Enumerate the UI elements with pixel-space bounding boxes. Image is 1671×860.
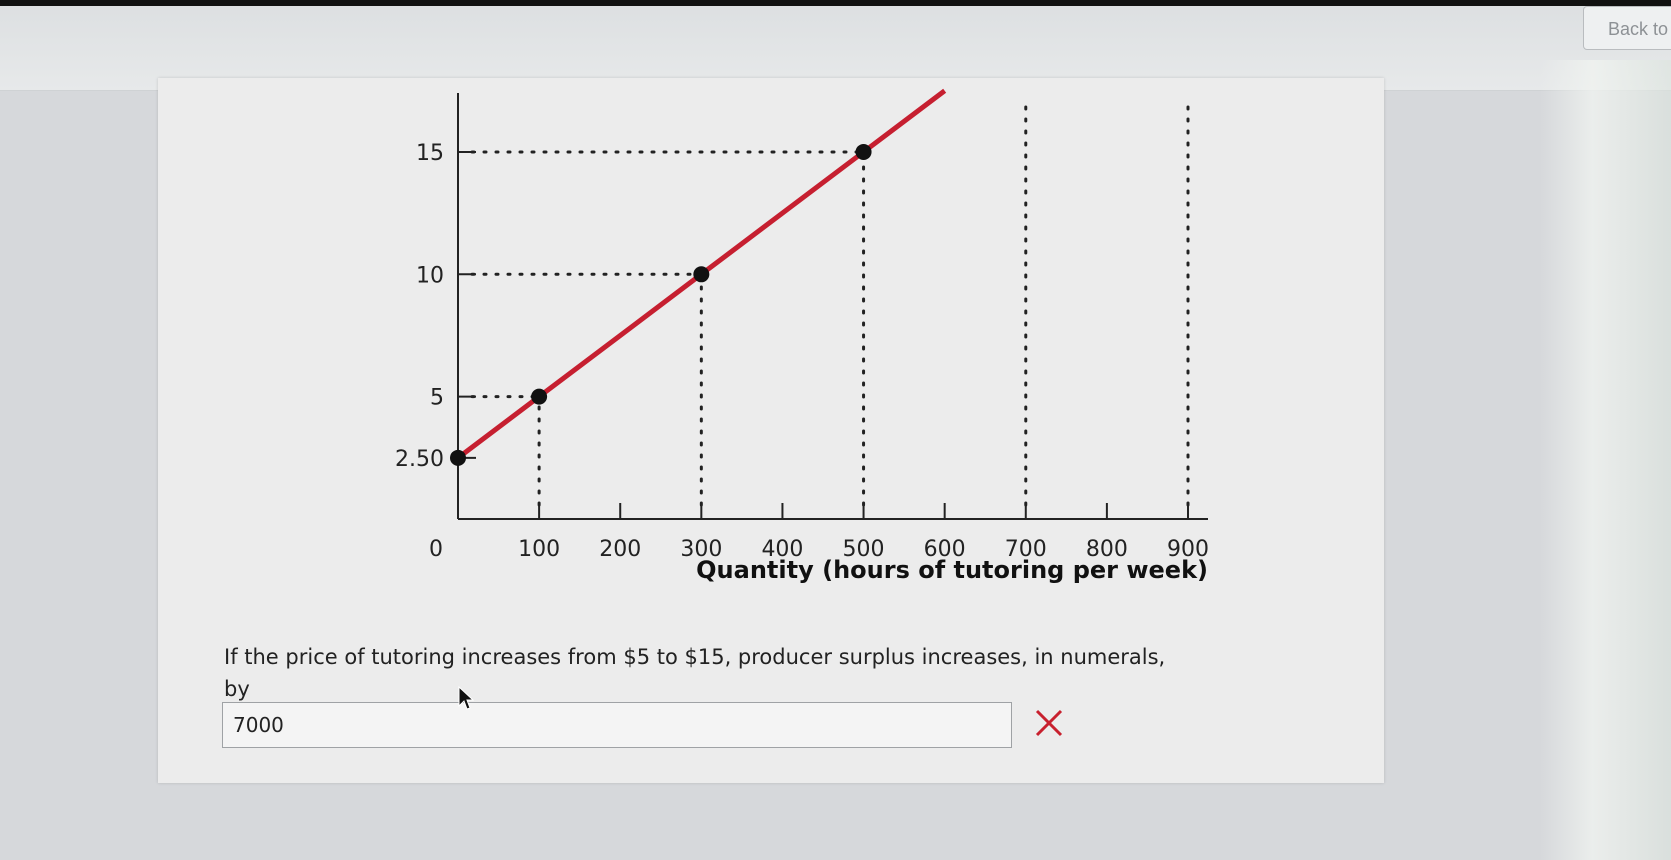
x-tick-label-500: 500 <box>843 537 885 562</box>
screen-edge <box>0 0 1671 6</box>
x-tick-label-300: 300 <box>680 537 722 562</box>
y-tick-label-10: 10 <box>416 263 444 288</box>
x-tick-label-800: 800 <box>1086 537 1128 562</box>
data-point-100 <box>531 388 548 405</box>
x-tick-label-600: 600 <box>924 537 966 562</box>
y-tick-label-15: 15 <box>416 141 444 166</box>
supply-chart: 0 100 200 300 400 500 600 700 800 900 2.50 5 10 15 Q… <box>395 88 1209 584</box>
incorrect-x-icon <box>1035 709 1063 737</box>
x-axis-label: Quantity (hours of tutoring per week) <box>696 556 1208 584</box>
data-points <box>450 143 872 466</box>
top-bar <box>0 0 1671 91</box>
x-tick-label-400: 400 <box>761 537 803 562</box>
x-tick-label-900: 900 <box>1167 537 1209 562</box>
y-ticks: 2.50 5 10 15 <box>395 141 476 472</box>
question-text: If the price of tutoring increases from … <box>224 645 1166 701</box>
y-tick-label-2.5: 2.50 <box>395 447 444 472</box>
question-text-block: If the price of tutoring increases from … <box>224 641 1184 737</box>
x-tick-label-100: 100 <box>518 537 560 562</box>
back-button[interactable]: Back to <box>1583 6 1671 50</box>
x-tick-label-200: 200 <box>599 537 641 562</box>
x-ticks: 0 100 200 300 400 500 600 700 800 900 <box>429 503 1209 562</box>
x-tick-label-700: 700 <box>1005 537 1047 562</box>
y-tick-label-5: 5 <box>430 386 444 411</box>
data-point-0 <box>450 449 466 466</box>
x-tick-label-0: 0 <box>429 537 443 562</box>
answer-input[interactable] <box>222 702 1012 748</box>
screen-glare <box>1540 60 1671 860</box>
dotted-guides <box>470 101 1190 507</box>
data-point-300 <box>693 266 710 283</box>
data-point-500 <box>855 143 872 160</box>
chart-axes <box>457 93 1208 520</box>
question-card: 0 100 200 300 400 500 600 700 800 900 2.50 5 10 15 Q… <box>158 78 1384 783</box>
mouse-cursor-icon <box>458 686 474 710</box>
